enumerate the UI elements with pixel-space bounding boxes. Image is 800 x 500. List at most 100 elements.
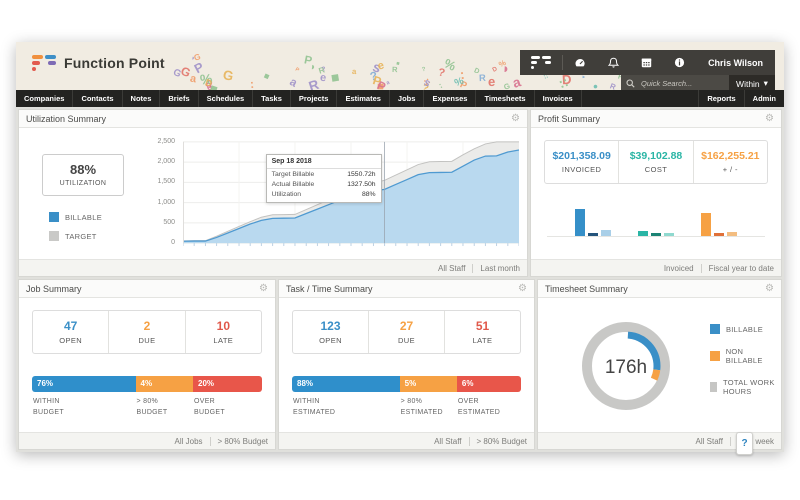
nav-admin[interactable]: Admin: [743, 90, 784, 107]
panel-header: Timesheet Summary ⚙: [538, 280, 781, 298]
task-estimate-bar[interactable]: 88% 5% 6%: [292, 376, 521, 392]
tab-tasks[interactable]: Tasks: [253, 90, 291, 107]
filter-budget[interactable]: > 80% Budget: [217, 436, 268, 446]
search-row: Within▾: [621, 75, 775, 90]
brand-name: Function Point: [64, 55, 165, 71]
panel-settings-gear-icon[interactable]: ⚙: [765, 282, 774, 294]
tab-schedules[interactable]: Schedules: [199, 90, 254, 107]
tab-projects[interactable]: Projects: [291, 90, 338, 107]
tab-notes[interactable]: Notes: [123, 90, 161, 107]
nav-reports[interactable]: Reports: [698, 90, 743, 107]
panel-title: Task / Time Summary: [286, 283, 373, 294]
brand-logo[interactable]: Function Point: [32, 55, 165, 71]
filter-jobs[interactable]: All Jobs: [174, 436, 203, 446]
confetti-glyph: a: [510, 74, 523, 90]
gauge-icon[interactable]: [563, 50, 597, 75]
confetti-glyph: ◗: [501, 61, 511, 77]
panel-settings-gear-icon[interactable]: ⚙: [259, 282, 268, 294]
info-icon[interactable]: [663, 50, 696, 75]
legend-swatch: [710, 351, 720, 361]
panel-settings-gear-icon[interactable]: ⚙: [765, 112, 774, 124]
y-axis-labels: 0 500 1,000 1,500 2,000 2,500: [147, 137, 179, 247]
calendar-icon[interactable]: [630, 50, 663, 75]
bar-segment-label: WITHIN BUDGET: [33, 398, 64, 416]
dashboard: Utilization Summary ⚙ 88% UTILIZATION BI…: [16, 107, 784, 452]
panel-title: Profit Summary: [538, 113, 601, 124]
main-navbar: Companies Contacts Notes Briefs Schedules Tas…: [16, 90, 784, 107]
job-budget-bar[interactable]: 76% 4% 20%: [32, 376, 262, 392]
bar-segment-label: OVER ESTIMATED: [457, 398, 501, 416]
confetti-glyph: a: [189, 72, 198, 86]
tab-briefs[interactable]: Briefs: [160, 90, 199, 107]
confetti-glyph: G: [221, 67, 235, 85]
filter-budget[interactable]: > 80% Budget: [476, 436, 527, 446]
utilization-badge: 88% UTILIZATION: [42, 154, 124, 196]
tab-expenses[interactable]: Expenses: [424, 90, 477, 107]
fp-logo-icon: [32, 55, 56, 71]
panel-settings-gear-icon[interactable]: ⚙: [511, 112, 520, 124]
tab-estimates[interactable]: Estimates: [337, 90, 390, 107]
divider: [700, 263, 702, 273]
stat-open[interactable]: 123 OPEN: [319, 319, 342, 345]
filter-staff[interactable]: All Staff: [438, 263, 466, 273]
confetti-glyph: R: [391, 64, 398, 75]
stat-cost: $39,102.88 COST: [618, 141, 692, 183]
y-axis-tick-label: 1,500: [157, 178, 175, 186]
app-window: ■P◗aPDaRPeGG::?P?s:DCa■P■?eRD■se?◗s■:a%P…: [16, 42, 784, 455]
panel-settings-gear-icon[interactable]: ⚙: [518, 282, 527, 294]
tooltip-row: Utilization 88%: [271, 190, 376, 198]
tab-timesheets[interactable]: Timesheets: [476, 90, 535, 107]
filter-staff[interactable]: All Staff: [695, 436, 723, 446]
fp-home-icon[interactable]: [520, 50, 562, 75]
tooltip-row: Actual Billable 1327.50h: [271, 180, 376, 188]
filter-staff[interactable]: All Staff: [434, 436, 462, 446]
bar-segment-over-estimated: 6%: [456, 376, 521, 392]
bar: [701, 213, 712, 236]
panel-header: Utilization Summary ⚙: [19, 110, 527, 128]
tab-contacts[interactable]: Contacts: [73, 90, 123, 107]
tab-companies[interactable]: Companies: [16, 90, 74, 107]
y-axis-tick-label: 0: [171, 239, 175, 247]
stat-open[interactable]: 47 OPEN: [59, 319, 83, 345]
utilization-chart[interactable]: 0 500 1,000 1,500 2,000 2,500 Sep 18 2018 Tar…: [147, 128, 521, 259]
bar: [574, 209, 585, 236]
user-menu[interactable]: Chris Wilson: [708, 57, 763, 68]
tab-invoices[interactable]: Invoices: [535, 90, 582, 107]
bar: [637, 231, 648, 236]
confetti-glyph: a: [352, 66, 358, 77]
filter-daterange[interactable]: Fiscal year to date: [708, 263, 774, 273]
bar-segment-over-budget: 20%: [193, 376, 262, 392]
profit-bar-chart[interactable]: [547, 208, 765, 237]
bar-group-cost: [637, 231, 674, 236]
stat-due[interactable]: 2 DUE: [108, 311, 184, 353]
help-button[interactable]: ?: [736, 432, 753, 455]
filter-invoiced[interactable]: Invoiced: [663, 263, 694, 273]
stat-due[interactable]: 27 DUE: [368, 311, 444, 353]
legend-item-total: TOTAL WORK HOURS: [710, 378, 781, 396]
confetti-glyph: G: [502, 81, 512, 90]
panel-header: Task / Time Summary ⚙: [279, 280, 534, 298]
task-time-summary-panel: Task / Time Summary ⚙ 123 OPEN 27 DUE: [278, 279, 535, 450]
timesheet-donut-chart[interactable]: 176h: [572, 312, 680, 420]
panel-footer: All Staff Last month: [19, 259, 527, 276]
bar-segment-within-estimated: 88%: [292, 376, 400, 392]
stat-invoiced: $201,358.09 INVOICED: [552, 150, 611, 174]
confetti-glyph: R: [478, 72, 487, 84]
stat-late[interactable]: 10 LATE: [184, 311, 261, 353]
bar-segment-label: > 80% BUDGET: [136, 398, 168, 416]
filter-daterange[interactable]: Last week: [737, 436, 774, 446]
y-axis-tick-label: 2,500: [157, 137, 175, 145]
confetti-glyph: P: [302, 54, 313, 69]
confetti-glyph: R: [608, 81, 617, 90]
stat-late[interactable]: 51 LATE: [444, 311, 520, 353]
bar: [714, 233, 725, 236]
legend-item-billable: BILLABLE: [710, 324, 781, 334]
filter-daterange[interactable]: Last month: [480, 263, 520, 273]
bar-segment-label: OVER BUDGET: [194, 398, 225, 416]
search-input[interactable]: [639, 78, 713, 89]
bell-icon[interactable]: [597, 50, 630, 75]
bar: [663, 233, 674, 236]
bar: [587, 233, 598, 236]
tab-jobs[interactable]: Jobs: [390, 90, 425, 107]
search-scope-dropdown[interactable]: Within ▾: [729, 75, 775, 90]
